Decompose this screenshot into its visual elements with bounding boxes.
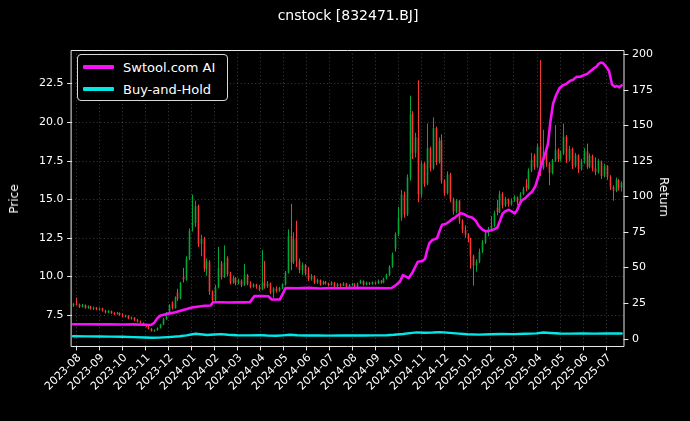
legend-item-buyhold: Buy-and-Hold — [78, 78, 227, 100]
chart-title: cnstock [832471.BJ] — [72, 7, 624, 23]
legend: Swtool.com AI Buy-and-Hold — [77, 54, 228, 101]
left-axis-label: Price — [7, 184, 21, 213]
ai-line-swatch — [83, 65, 114, 69]
buyhold-line-swatch — [83, 87, 114, 91]
figure-window: cnstock [832471.BJ] Price Return Swtool.… — [0, 0, 690, 421]
legend-label-ai: Swtool.com AI — [123, 60, 215, 75]
legend-label-buyhold: Buy-and-Hold — [123, 82, 211, 97]
right-axis-label: Return — [657, 177, 671, 217]
legend-item-ai: Swtool.com AI — [78, 56, 227, 78]
